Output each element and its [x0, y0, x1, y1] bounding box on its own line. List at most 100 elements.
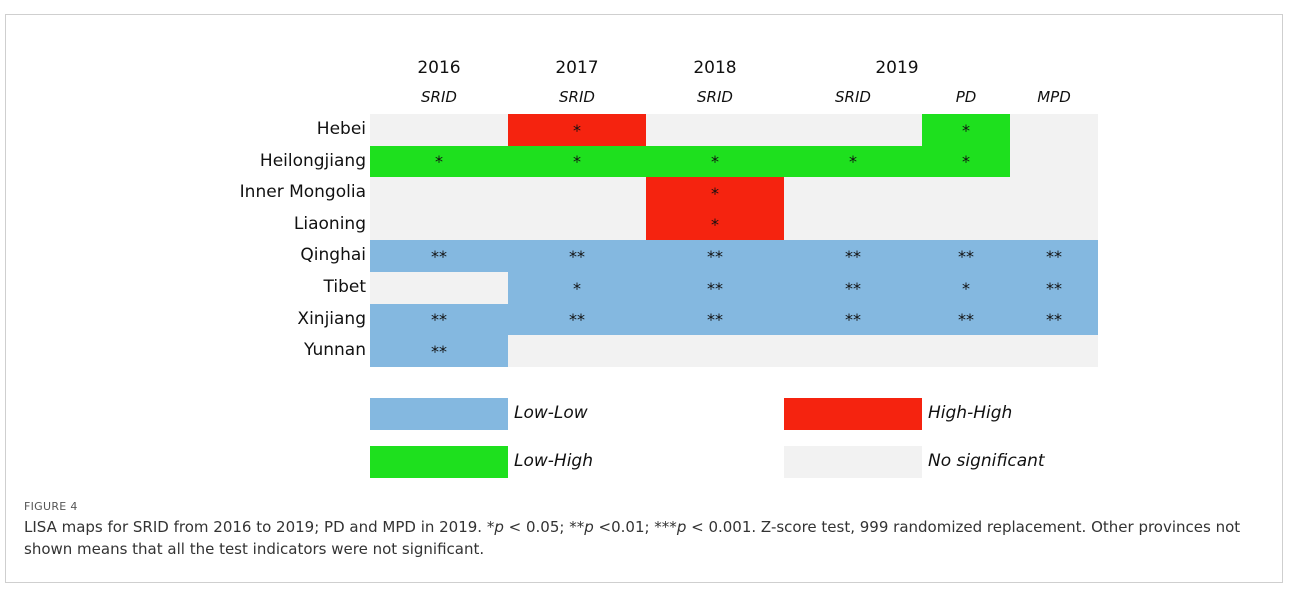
cell — [370, 177, 508, 210]
year-header: 2016 — [417, 58, 461, 78]
cell: ** — [646, 240, 784, 273]
significance: * — [573, 278, 581, 298]
significance: ** — [707, 246, 723, 266]
cell: * — [922, 145, 1010, 178]
significance: * — [711, 152, 719, 172]
caption-part: < 0.05; ** — [503, 518, 585, 536]
cell — [1010, 177, 1098, 210]
cell: ** — [370, 335, 508, 368]
legend-swatch — [784, 398, 922, 430]
cell: ** — [370, 240, 508, 273]
significance: ** — [1046, 310, 1062, 330]
cell — [1010, 208, 1098, 241]
significance: ** — [845, 278, 861, 298]
cell — [1010, 145, 1098, 178]
significance: ** — [431, 310, 447, 330]
significance: * — [962, 278, 970, 298]
cell: * — [646, 177, 784, 210]
cell: ** — [1010, 303, 1098, 336]
cell — [508, 335, 646, 368]
significance: ** — [1046, 278, 1062, 298]
significance: * — [711, 183, 719, 203]
significance: ** — [431, 341, 447, 361]
cell — [1010, 114, 1098, 147]
cell: ** — [1010, 240, 1098, 273]
significance: * — [849, 152, 857, 172]
measure-header: PD — [955, 88, 977, 106]
year-header: 2018 — [693, 58, 737, 78]
cell — [646, 335, 784, 368]
legend-label: Low-High — [514, 451, 593, 471]
province-label: Heilongjiang — [259, 150, 366, 171]
cell — [370, 272, 508, 305]
significance: ** — [958, 246, 974, 266]
significance: * — [573, 120, 581, 140]
province-label: Tibet — [323, 277, 367, 297]
cell — [1010, 335, 1098, 368]
cell — [784, 335, 922, 368]
legend-label: High-High — [928, 403, 1013, 423]
measure-header: SRID — [835, 88, 871, 106]
legend-swatch — [370, 446, 508, 478]
significance: ** — [569, 246, 585, 266]
cell: ** — [646, 303, 784, 336]
cell — [508, 208, 646, 241]
province-label: Qinghai — [300, 245, 366, 266]
cell — [370, 114, 508, 147]
legend-label: No significant — [928, 451, 1045, 471]
significance: ** — [707, 310, 723, 330]
caption-part: p — [494, 518, 504, 536]
year-header: 2019 — [875, 58, 919, 78]
measure-header: SRID — [559, 88, 595, 106]
year-header: 2017 — [555, 58, 599, 78]
cell: ** — [1010, 272, 1098, 305]
significance: ** — [845, 310, 861, 330]
cell — [370, 208, 508, 241]
caption-part: <0.01; *** — [593, 518, 677, 536]
cell: * — [370, 145, 508, 178]
significance: * — [435, 152, 443, 172]
cell: ** — [370, 303, 508, 336]
cell: * — [922, 114, 1010, 147]
cell: ** — [508, 240, 646, 273]
cell: * — [508, 145, 646, 178]
significance: * — [962, 120, 970, 140]
province-label: Inner Mongolia — [239, 182, 366, 203]
cell: ** — [784, 240, 922, 273]
legend-label: Low-Low — [514, 403, 588, 423]
figure-label: FIGURE 4 — [24, 500, 78, 513]
significance: * — [962, 152, 970, 172]
province-label: Hebei — [316, 119, 366, 139]
cell: * — [646, 208, 784, 241]
caption-part: p — [584, 518, 594, 536]
cell — [922, 208, 1010, 241]
significance: ** — [845, 246, 861, 266]
measure-header: SRID — [697, 88, 733, 106]
caption-part: LISA maps for SRID from 2016 to 2019; PD… — [24, 518, 495, 536]
significance: ** — [569, 310, 585, 330]
cell: ** — [784, 303, 922, 336]
cell: ** — [646, 272, 784, 305]
province-label: Yunnan — [304, 340, 366, 361]
legend-swatch — [784, 446, 922, 478]
figure-frame — [5, 14, 1283, 583]
cell: * — [508, 114, 646, 147]
cell: * — [784, 145, 922, 178]
figure-caption: LISA maps for SRID from 2016 to 2019; PD… — [24, 516, 1254, 560]
significance: ** — [1046, 246, 1062, 266]
significance: * — [711, 215, 719, 235]
significance: ** — [431, 246, 447, 266]
measure-header: SRID — [421, 88, 457, 106]
caption-part: < 0.001. Z-score test, 999 randomized re… — [24, 518, 1241, 558]
legend-swatch — [370, 398, 508, 430]
significance: ** — [707, 278, 723, 298]
cell — [646, 114, 784, 147]
significance: ** — [958, 310, 974, 330]
measure-header: MPD — [1037, 88, 1071, 106]
cell: ** — [784, 272, 922, 305]
cell — [784, 177, 922, 210]
cell: * — [508, 272, 646, 305]
significance: * — [573, 152, 581, 172]
cell: * — [646, 145, 784, 178]
